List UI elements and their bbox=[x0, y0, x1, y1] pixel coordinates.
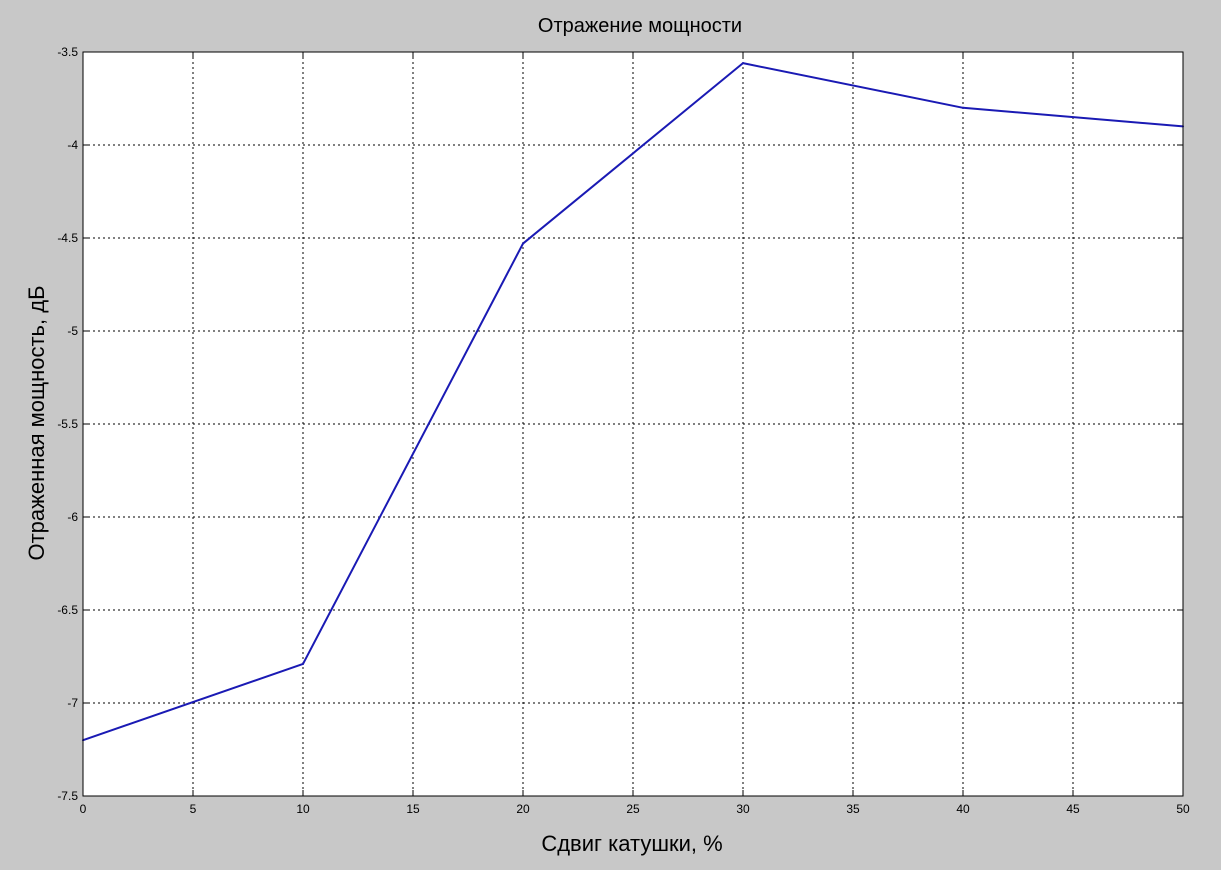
series-line bbox=[82, 62, 1184, 742]
data-point bbox=[962, 106, 964, 109]
y-tick-label: -5.5 bbox=[57, 417, 78, 431]
x-tick-label: 5 bbox=[190, 802, 197, 816]
data-point bbox=[522, 242, 524, 245]
x-axis-label: Сдвиг катушки, % bbox=[541, 831, 722, 856]
x-tick-label: 35 bbox=[846, 802, 860, 816]
y-tick-label: -5 bbox=[67, 324, 78, 338]
x-tick-label: 40 bbox=[956, 802, 970, 816]
ticks: 0 5 10 15 20 25 30 35 40 45 50 -3.5 -4 -4.5 -5 -5.5 -6 -6… bbox=[57, 45, 1190, 816]
x-tick-label: 0 bbox=[80, 802, 87, 816]
x-tick-label: 10 bbox=[296, 802, 310, 816]
data-point bbox=[302, 662, 304, 665]
x-tick-label: 25 bbox=[626, 802, 640, 816]
chart-title: Отражение мощности bbox=[538, 15, 742, 37]
y-tick-label: -3.5 bbox=[57, 45, 78, 59]
y-axis-label: Отраженная мощность, дБ bbox=[24, 285, 49, 560]
y-tick-label: -4 bbox=[67, 138, 78, 152]
x-tick-label: 30 bbox=[736, 802, 750, 816]
grid-lines bbox=[83, 52, 1183, 796]
data-point bbox=[742, 62, 744, 65]
x-tick-label: 15 bbox=[406, 802, 420, 816]
y-tick-label: -7 bbox=[67, 696, 78, 710]
x-tick-label: 45 bbox=[1066, 802, 1080, 816]
x-tick-label: 20 bbox=[516, 802, 530, 816]
y-tick-label: -6.5 bbox=[57, 603, 78, 617]
y-tick-label: -6 bbox=[67, 510, 78, 524]
x-tick-label: 50 bbox=[1176, 802, 1190, 816]
y-tick-label: -7.5 bbox=[57, 789, 78, 803]
y-tick-label: -4.5 bbox=[57, 231, 78, 245]
